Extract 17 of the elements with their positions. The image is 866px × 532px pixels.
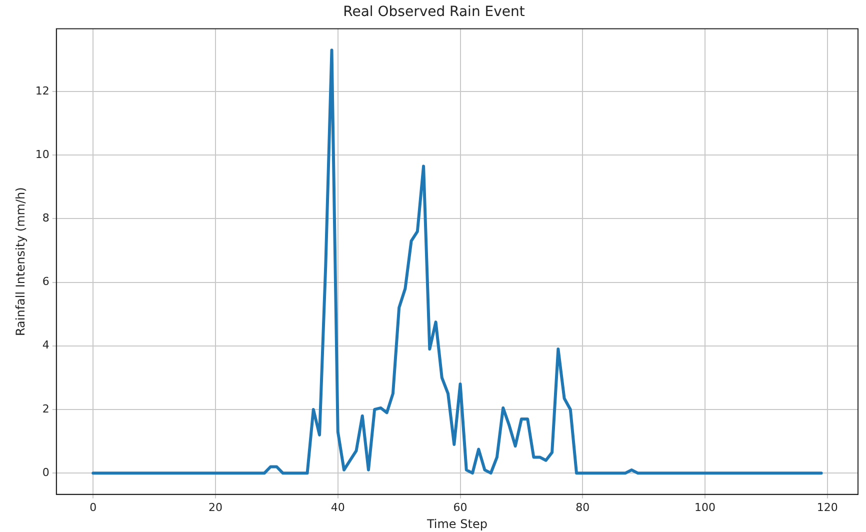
x-tick-label: 60 [453, 500, 468, 514]
x-tick-label: 120 [816, 500, 838, 514]
x-tick-label: 80 [576, 500, 590, 514]
y-tick-label: 12 [35, 84, 50, 98]
x-tick-label: 100 [694, 500, 716, 514]
y-tick-label: 0 [42, 466, 50, 479]
y-tick-label: 2 [42, 402, 50, 416]
y-tick-label: 6 [42, 275, 50, 288]
x-tick-label: 20 [208, 500, 222, 514]
y-tick-label: 4 [42, 338, 50, 352]
x-axis-title: Time Step [426, 516, 488, 531]
x-tick-label: 40 [330, 500, 345, 514]
y-tick-label: 8 [42, 212, 50, 225]
y-tick-label: 10 [35, 148, 50, 161]
x-tick-label: 0 [90, 500, 97, 514]
y-axis-title: Rainfall Intensity (mm/h) [13, 187, 28, 336]
chart-title: Real Observed Rain Event [343, 4, 526, 20]
